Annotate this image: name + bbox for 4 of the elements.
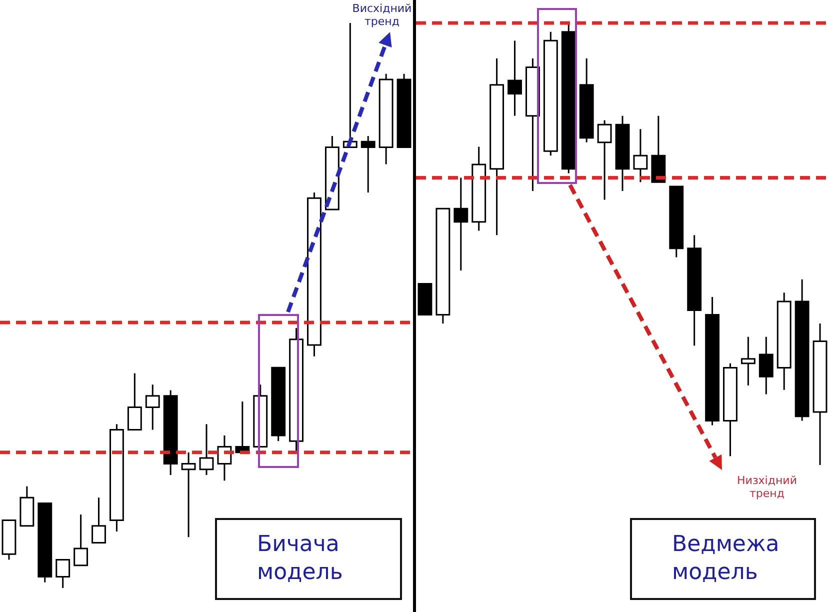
text-frame: Бичача модель (215, 518, 402, 600)
annotation: Висхідний тренд (351, 2, 413, 28)
text-frame: Ведмежа модель (630, 518, 816, 600)
text: Низхідний тренд (736, 474, 798, 500)
